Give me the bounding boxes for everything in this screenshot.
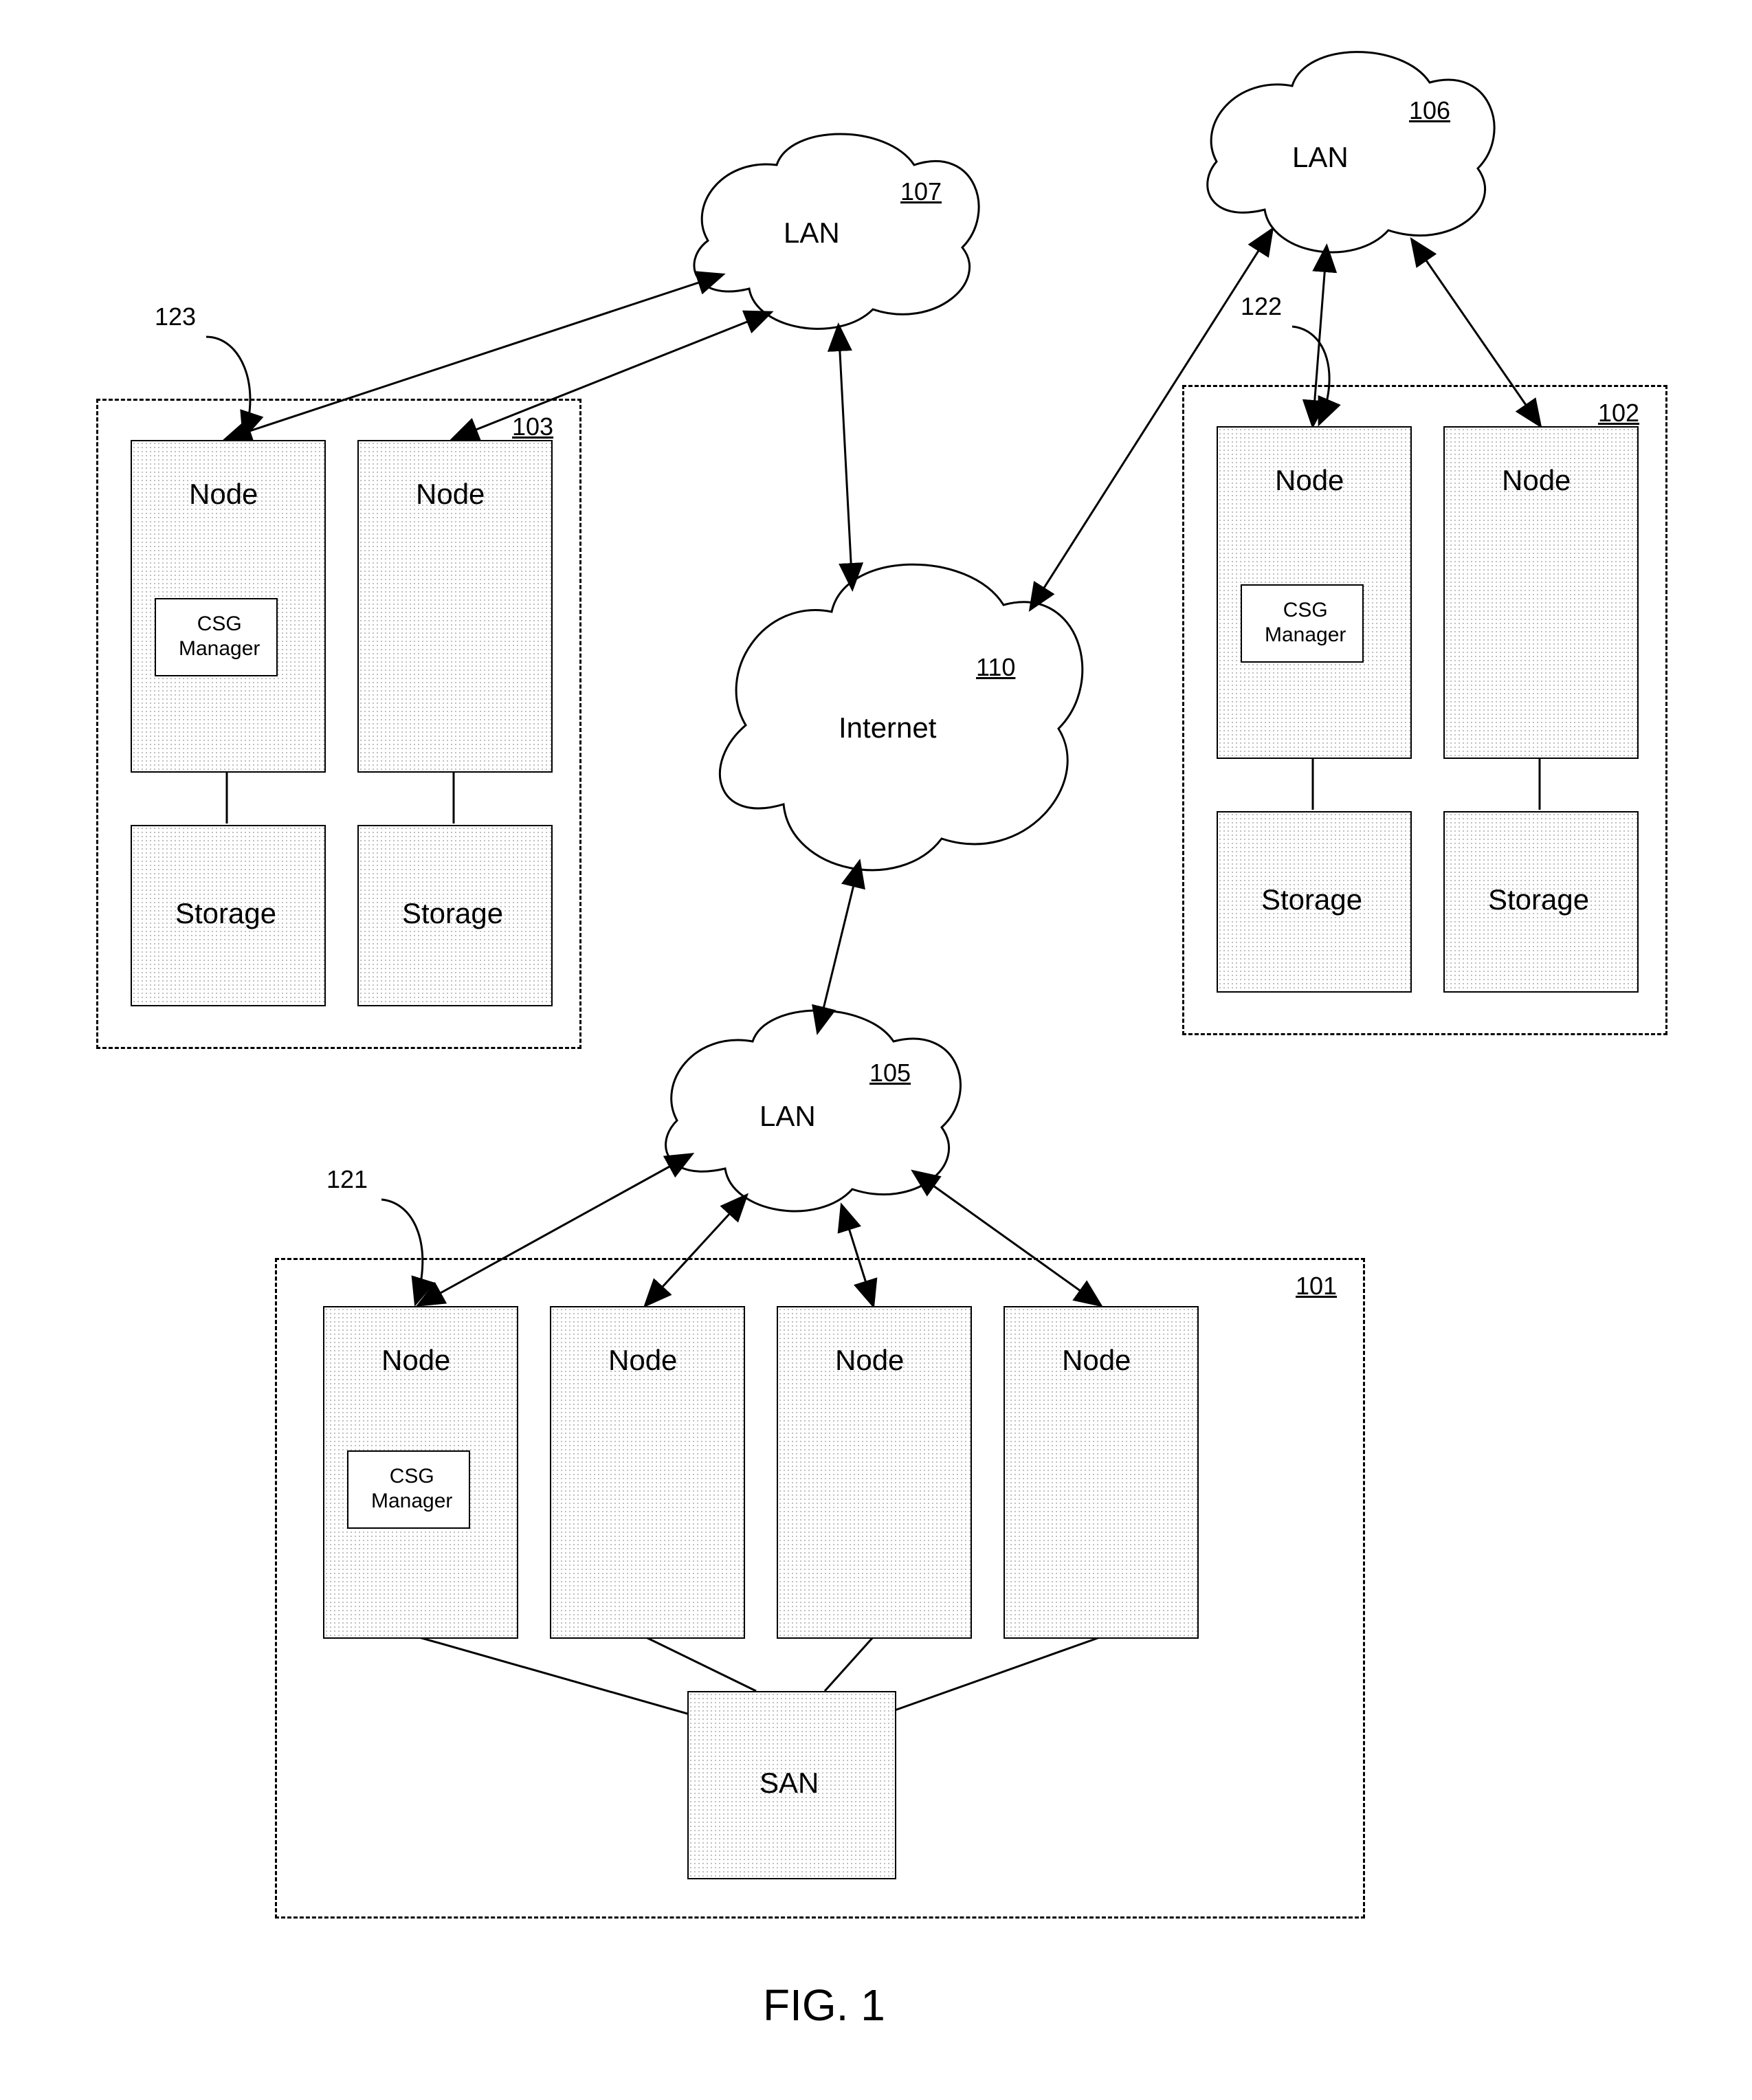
cloud-lan-107-ref: 107: [900, 177, 942, 206]
g103-csg-label: CSG Manager: [179, 612, 260, 661]
g101-csg-label: CSG Manager: [371, 1464, 452, 1514]
g102-storage-1-label: Storage: [1488, 883, 1589, 916]
cloud-internet-ref: 110: [976, 653, 1015, 682]
g103-node-1-label: Node: [416, 478, 485, 511]
cloud-lan-106-label: LAN: [1292, 141, 1349, 174]
callout-123: 123: [155, 302, 196, 331]
g101-node-1-label: Node: [608, 1344, 677, 1377]
g103-node-0-label: Node: [189, 478, 258, 511]
g101-san-label: SAN: [759, 1767, 819, 1800]
cloud-lan-106: [1208, 52, 1494, 252]
g102-node-1-label: Node: [1502, 464, 1571, 497]
cloud-lan-106-ref: 106: [1409, 96, 1450, 125]
group-101-ref: 101: [1296, 1272, 1337, 1301]
g101-node-3-label: Node: [1062, 1344, 1131, 1377]
cloud-lan-105-label: LAN: [759, 1100, 816, 1133]
callout-121: 121: [326, 1165, 368, 1194]
g102-node-0-label: Node: [1275, 464, 1344, 497]
g102-csg-label: CSG Manager: [1265, 598, 1346, 648]
g102-storage-0-label: Storage: [1261, 883, 1362, 916]
g103-storage-0-label: Storage: [175, 897, 276, 930]
cloud-lan-105-ref: 105: [869, 1059, 911, 1087]
group-102-ref: 102: [1598, 399, 1639, 428]
cloud-lan-107-label: LAN: [784, 217, 840, 250]
figure-caption: FIG. 1: [763, 1980, 885, 2031]
g101-node-2-label: Node: [835, 1344, 904, 1377]
callout-122: 122: [1241, 292, 1282, 321]
cloud-internet-label: Internet: [839, 711, 936, 744]
group-103-ref: 103: [512, 412, 553, 441]
g101-node-0-label: Node: [381, 1344, 450, 1377]
diagram-stage: LAN 107 LAN 106 Internet 110 LAN 105 103…: [0, 0, 1752, 2100]
g103-storage-1-label: Storage: [402, 897, 503, 930]
